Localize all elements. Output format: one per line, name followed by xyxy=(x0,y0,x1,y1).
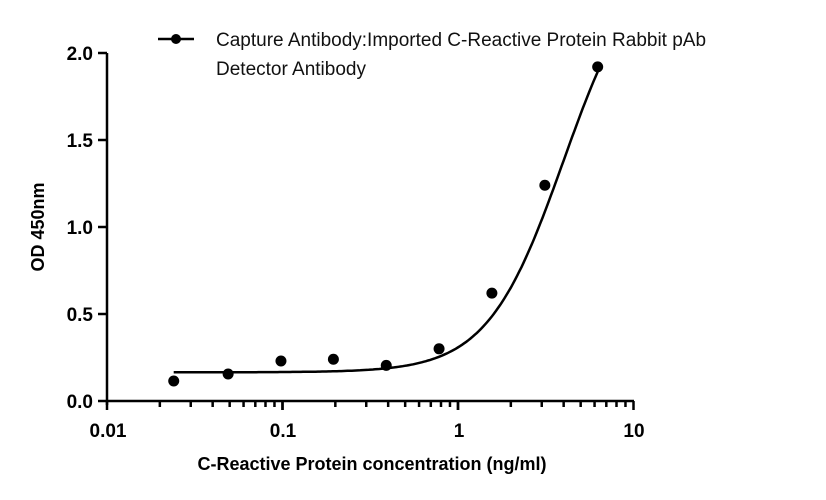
x-tick-label: 0.1 xyxy=(270,421,297,442)
y-tick-label: 1.5 xyxy=(67,131,94,152)
legend-marker-icon xyxy=(171,34,181,44)
x-axis xyxy=(105,399,635,410)
data-point xyxy=(327,353,339,365)
y-axis xyxy=(98,51,109,405)
data-point xyxy=(486,287,498,299)
x-tick-label: 10 xyxy=(623,421,644,442)
y-tick-label: 0.5 xyxy=(67,305,94,326)
legend-label-line1: Capture Antibody:Imported C-Reactive Pro… xyxy=(216,30,706,51)
x-tick-labels: 0.01 0.1 1 10 xyxy=(90,421,645,442)
x-tick-label: 0.01 xyxy=(90,421,127,442)
data-point xyxy=(539,179,551,191)
data-point xyxy=(222,368,234,380)
data-point xyxy=(380,359,392,371)
fit-curve xyxy=(173,71,599,374)
data-point xyxy=(433,343,445,355)
legend: Capture Antibody:Imported C-Reactive Pro… xyxy=(158,30,706,80)
x-axis-title: C-Reactive Protein concentration (ng/ml) xyxy=(197,454,546,474)
x-tick-label: 1 xyxy=(454,421,465,442)
y-tick-label: 1.0 xyxy=(67,218,93,239)
data-point xyxy=(168,375,180,387)
data-point xyxy=(275,355,287,367)
y-axis-title: OD 450nm xyxy=(28,182,48,271)
y-tick-label: 2.0 xyxy=(67,44,93,65)
data-point xyxy=(592,61,604,73)
data-points xyxy=(168,61,604,387)
legend-label-line2: Detector Antibody xyxy=(216,59,366,80)
y-tick-labels: 2.0 1.5 1.0 0.5 0.0 xyxy=(67,44,94,413)
y-tick-label: 0.0 xyxy=(67,392,93,413)
